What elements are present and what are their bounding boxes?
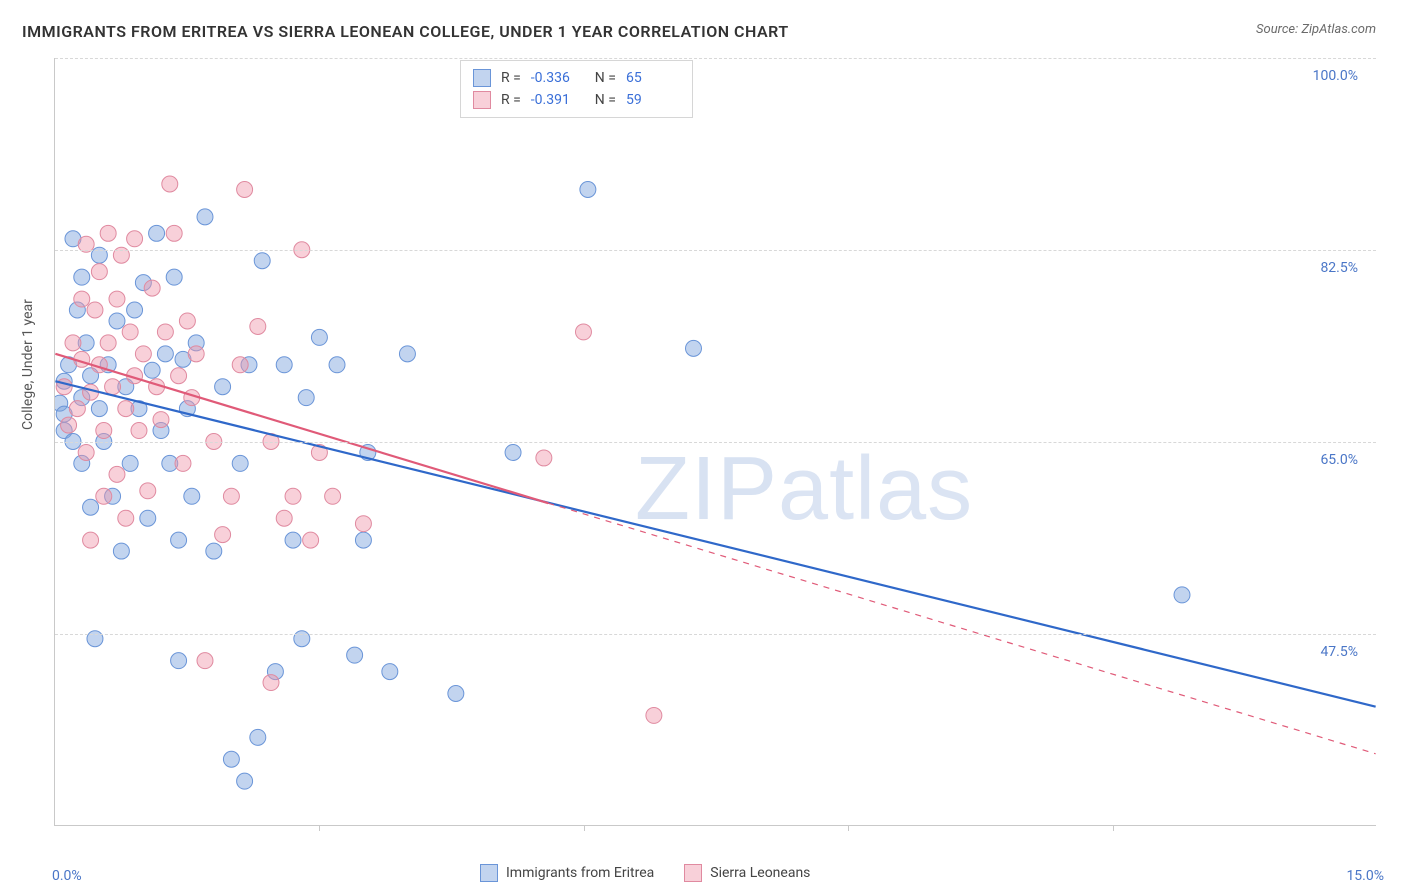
swatch-icon (480, 864, 498, 882)
source-label: Source: (1256, 22, 1301, 37)
legend-series: Immigrants from Eritrea Sierra Leoneans (480, 864, 810, 882)
y-tick-label: 65.0% (1320, 452, 1358, 468)
legend-item: Immigrants from Eritrea (480, 864, 654, 882)
legend-stats-row: R = -0.391 N = 59 (473, 89, 680, 111)
legend-label: Immigrants from Eritrea (506, 865, 654, 881)
chart-title: IMMIGRANTS FROM ERITREA VS SIERRA LEONEA… (22, 22, 789, 41)
r-label: R = (501, 70, 521, 86)
watermark-zip: ZIP (635, 439, 778, 539)
gridline (55, 442, 1376, 443)
x-minor-tick (584, 825, 585, 831)
x-tick-min: 0.0% (52, 868, 82, 884)
swatch-icon (473, 91, 491, 109)
swatch-icon (473, 69, 491, 87)
r-value: -0.391 (531, 92, 585, 108)
y-tick-label: 100.0% (1313, 68, 1358, 84)
n-value: 65 (626, 70, 680, 86)
legend-stats: R = -0.336 N = 65 R = -0.391 N = 59 (460, 60, 693, 118)
source-credit: Source: ZipAtlas.com (1256, 22, 1376, 37)
legend-label: Sierra Leoneans (710, 865, 810, 881)
y-tick-label: 47.5% (1320, 644, 1358, 660)
gridline (55, 250, 1376, 251)
r-label: R = (501, 92, 521, 108)
swatch-icon (684, 864, 702, 882)
n-value: 59 (626, 92, 680, 108)
x-minor-tick (1113, 825, 1114, 831)
x-tick-max: 15.0% (1346, 868, 1384, 884)
r-value: -0.336 (531, 70, 585, 86)
x-minor-tick (848, 825, 849, 831)
n-label: N = (595, 92, 616, 108)
watermark: ZIPatlas (635, 438, 973, 541)
legend-stats-row: R = -0.336 N = 65 (473, 67, 680, 89)
x-minor-tick (319, 825, 320, 831)
gridline (55, 634, 1376, 635)
n-label: N = (595, 70, 616, 86)
y-axis-label: College, Under 1 year (20, 299, 36, 430)
gridline (55, 58, 1376, 59)
y-tick-label: 82.5% (1320, 260, 1358, 276)
plot-area: ZIPatlas R = -0.336 N = 65 R = -0.391 N … (54, 58, 1376, 826)
source-name: ZipAtlas.com (1301, 22, 1376, 37)
watermark-atlas: atlas (778, 439, 973, 539)
legend-item: Sierra Leoneans (684, 864, 810, 882)
